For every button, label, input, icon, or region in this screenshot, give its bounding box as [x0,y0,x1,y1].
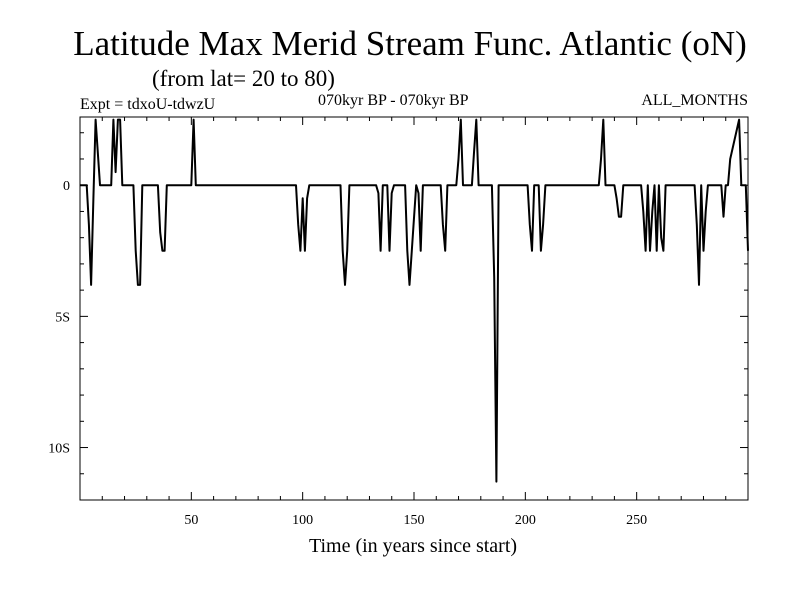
series-group [80,118,749,483]
x-axis-label: Time (in years since start) [308,535,518,557]
y-tick-label: 0 [63,179,70,194]
chart-title: Latitude Max Merid Stream Func. Atlantic… [73,24,747,63]
period-label: 070kyr BP - 070kyr BP [318,92,469,109]
experiment-label: Expt = tdxoU-tdwzU [80,96,216,113]
x-tick-label: 200 [515,513,536,528]
chart-subtitle: (from lat= 20 to 80) [152,66,335,91]
y-tick-label: 10S [48,442,70,457]
x-tick-label: 50 [184,513,198,528]
axis-ticks [80,117,748,501]
x-tick-label: 250 [626,513,647,528]
axis-tick-labels: 50 100 150 200 250 0 5S 10S [48,179,647,528]
plot-frame [79,116,749,501]
x-tick-label: 150 [404,513,425,528]
series-line [80,118,749,483]
x-tick-label: 100 [292,513,313,528]
y-tick-label: 5S [55,310,70,325]
months-label: ALL_MONTHS [641,92,748,109]
